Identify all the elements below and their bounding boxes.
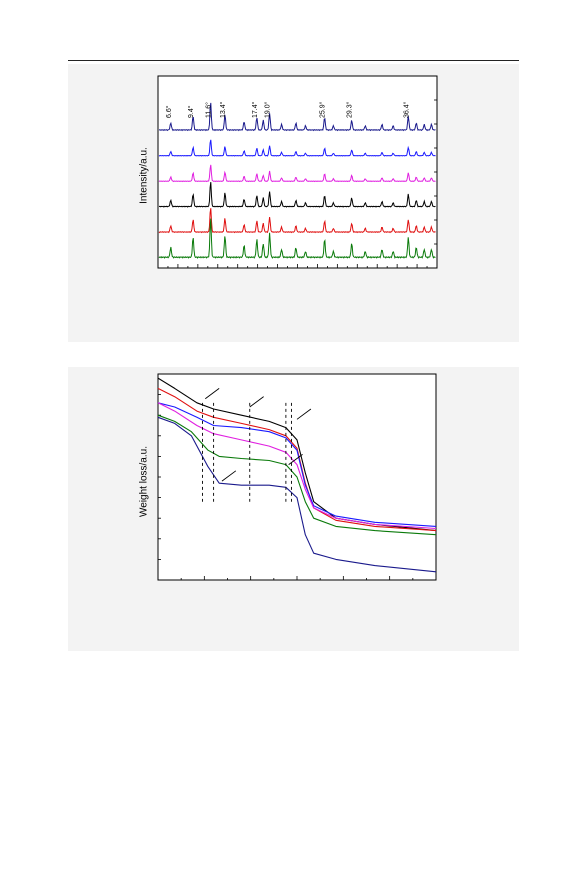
- xrd-peak-label: 9.4°: [187, 105, 195, 118]
- xrd-plot-frame: [157, 75, 438, 269]
- xrd-series-line: [158, 139, 436, 157]
- xrd-peak-label: 19.0°: [264, 101, 272, 118]
- tga-pointer-line: [296, 408, 312, 420]
- header-rule: [68, 60, 519, 61]
- tga-pointer-line: [204, 388, 220, 400]
- tga-series-line: [157, 414, 437, 536]
- xrd-series-line: [158, 164, 436, 183]
- xrd-peak-label: 6.6°: [165, 105, 173, 118]
- xrd-series-line: [158, 218, 436, 259]
- xrd-peak-label: 36.4°: [402, 101, 410, 118]
- xrd-y-axis-label: Intensity/a.u.: [138, 147, 150, 204]
- tga-pointer-line: [249, 396, 264, 408]
- tga-pointer-line: [221, 470, 237, 482]
- xrd-peak-label: 11.6°: [205, 102, 213, 118]
- xrd-peak-label: 17.4°: [251, 101, 259, 118]
- xrd-peak-label: 25.9°: [319, 101, 327, 118]
- tga-pointer-line: [288, 453, 303, 466]
- tga-series-line: [157, 416, 437, 573]
- xrd-series-line: [159, 182, 436, 208]
- xrd-series-line: [158, 102, 436, 132]
- xrd-peak-label: 29.3°: [346, 101, 354, 118]
- xrd-peak-label: 13.4°: [219, 101, 227, 118]
- xrd-series-line: [158, 208, 436, 234]
- tga-y-axis-label: Weight loss/a.u.: [138, 446, 150, 517]
- tga-series-line: [157, 402, 437, 527]
